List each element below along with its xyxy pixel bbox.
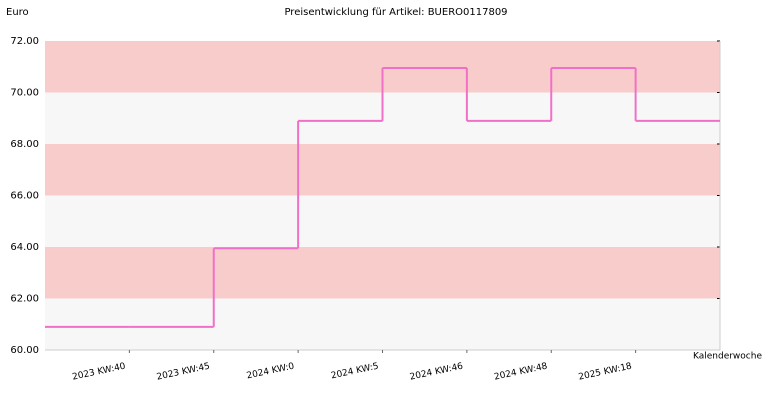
band [45,298,720,350]
y-tick-label: 72.00 [10,36,39,47]
band [45,247,720,299]
band [45,195,720,247]
x-tick-label: 2023 KW:40 [71,362,126,383]
x-tick-label: 2024 KW:46 [409,362,464,383]
x-tick-label: 2024 KW:0 [246,362,296,382]
y-tick-label: 68.00 [10,139,39,150]
x-tick-label: 2023 KW:45 [156,362,211,383]
band [45,144,720,196]
y-tick-label: 60.00 [10,345,39,356]
y-tick-label: 70.00 [10,88,39,99]
y-axis-label: Euro [6,7,29,18]
x-tick-label: 2024 KW:48 [493,362,548,383]
x-tick-label: 2025 KW:18 [578,362,633,383]
y-tick-label: 62.00 [10,294,39,305]
x-axis-label: Kalenderwoche [693,352,762,362]
x-tick-label: 2024 KW:5 [330,362,380,382]
y-tick-label: 64.00 [10,242,39,253]
chart-title: Preisentwicklung für Artikel: BUERO01178… [284,7,507,18]
y-tick-label: 66.00 [10,191,39,202]
